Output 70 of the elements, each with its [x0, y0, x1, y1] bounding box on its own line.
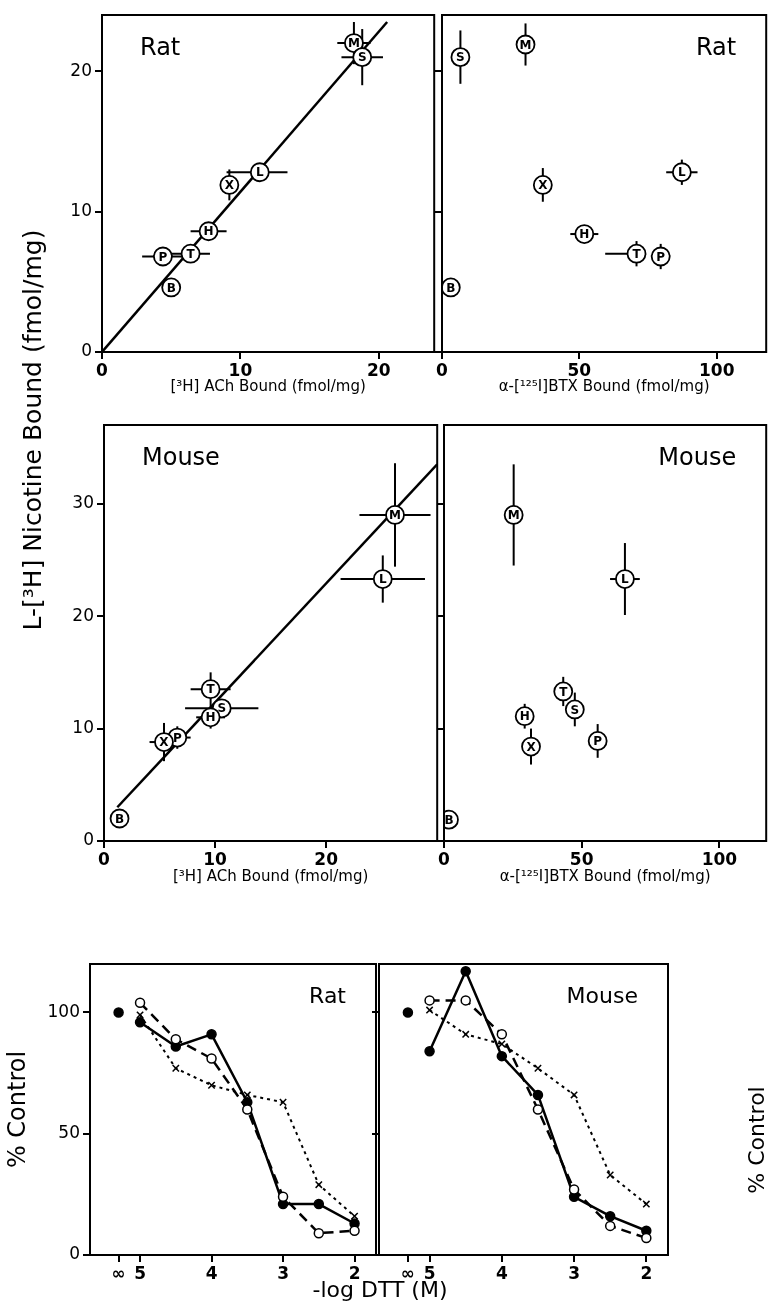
- series-label: S: [456, 50, 465, 65]
- x-tick-label: 4: [495, 1262, 508, 1283]
- x-tick-label: 20: [367, 359, 391, 380]
- series-label: T: [186, 246, 196, 261]
- series-label: X: [159, 735, 170, 750]
- y-tick-label: 20: [72, 604, 94, 625]
- x-tick-label: 0: [96, 359, 109, 380]
- text: Mouse: [658, 443, 737, 472]
- x-tick-label: 0: [436, 359, 449, 380]
- y-axis-title: % Control: [2, 1050, 31, 1169]
- y-tick-label: 0: [69, 1243, 80, 1264]
- y-axis-title: L-[³H] Nicotine Bound (fmol/mg): [17, 228, 48, 633]
- y-tick-label: 100: [47, 1000, 80, 1021]
- y-tick-label: 50: [58, 1122, 80, 1143]
- series-label: L: [255, 165, 264, 180]
- x-tick-label: 20: [314, 848, 339, 869]
- series-label: S: [357, 50, 367, 65]
- series-label: H: [519, 709, 530, 724]
- y-tick-label: 0: [81, 340, 92, 361]
- x-tick-label: 10: [203, 848, 228, 869]
- series-label: M: [389, 508, 401, 523]
- series-label: T: [206, 682, 216, 697]
- series-label: M: [519, 37, 532, 52]
- series-label: S: [217, 701, 227, 716]
- y-tick-label: 0: [83, 829, 94, 850]
- series-label: M: [507, 508, 520, 523]
- x-tick-label: 4: [205, 1262, 218, 1283]
- x-tick-label: 2: [348, 1262, 361, 1283]
- series-label: H: [579, 227, 590, 242]
- y-tick-label: 20: [70, 59, 92, 80]
- y-tick-label: 30: [72, 492, 94, 513]
- series-label: T: [632, 246, 642, 261]
- text: Rat: [140, 33, 181, 62]
- series-label: S: [570, 702, 580, 717]
- series-label: B: [166, 280, 176, 295]
- series-label: P: [158, 249, 168, 264]
- series-label: X: [538, 178, 549, 193]
- series-label: P: [593, 734, 603, 749]
- x-tick-label: ∞: [111, 1262, 126, 1283]
- series-label: X: [224, 178, 235, 193]
- series-label: B: [114, 811, 125, 826]
- series-label: L: [378, 572, 387, 587]
- x-tick-label: 0: [98, 848, 111, 869]
- series-label: B: [446, 280, 456, 295]
- series-label: L: [621, 572, 630, 587]
- text: Rat: [695, 33, 737, 62]
- x-tick-label: 3: [277, 1262, 289, 1283]
- x-axis-title: [³H] ACh Bound (fmol/mg): [172, 866, 369, 885]
- series-label: M: [347, 36, 360, 51]
- series-label: H: [203, 224, 214, 239]
- series-label: H: [205, 710, 216, 725]
- x-tick-label: 3: [568, 1262, 580, 1283]
- x-axis-title: α-[¹²⁵I]BTX Bound (fmol/mg): [499, 866, 711, 885]
- x-tick-label: 5: [134, 1262, 146, 1283]
- series-label: B: [444, 812, 454, 827]
- x-tick-label: 100: [701, 848, 738, 869]
- text: % Control: [743, 1085, 770, 1196]
- series-label: P: [172, 730, 182, 745]
- series-label: P: [656, 249, 666, 264]
- x-tick-label: 0: [438, 848, 451, 869]
- series-label: L: [678, 165, 687, 180]
- x-tick-label: 2: [640, 1262, 653, 1283]
- text: Mouse: [566, 982, 638, 1008]
- text: Rat: [309, 982, 347, 1008]
- y-tick-label: 10: [72, 716, 94, 737]
- y-tick-label: 10: [70, 200, 92, 221]
- series-label: X: [526, 739, 537, 754]
- text: Mouse: [142, 443, 220, 472]
- series-label: T: [559, 684, 569, 699]
- x-tick-label: 50: [569, 848, 594, 869]
